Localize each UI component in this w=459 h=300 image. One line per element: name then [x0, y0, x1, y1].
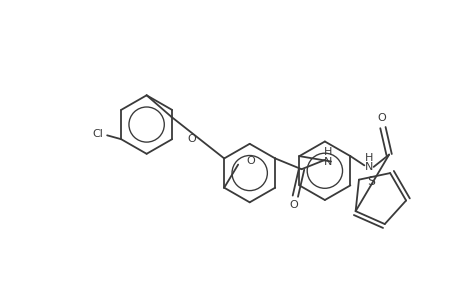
Text: H: H [323, 147, 331, 157]
Text: Cl: Cl [92, 129, 103, 139]
Text: O: O [289, 200, 297, 210]
Text: O: O [187, 134, 196, 144]
Text: O: O [376, 113, 385, 123]
Text: N: N [323, 157, 331, 166]
Text: O: O [246, 156, 254, 166]
Text: N: N [364, 162, 372, 172]
Text: H: H [364, 153, 372, 163]
Text: S: S [366, 175, 374, 188]
